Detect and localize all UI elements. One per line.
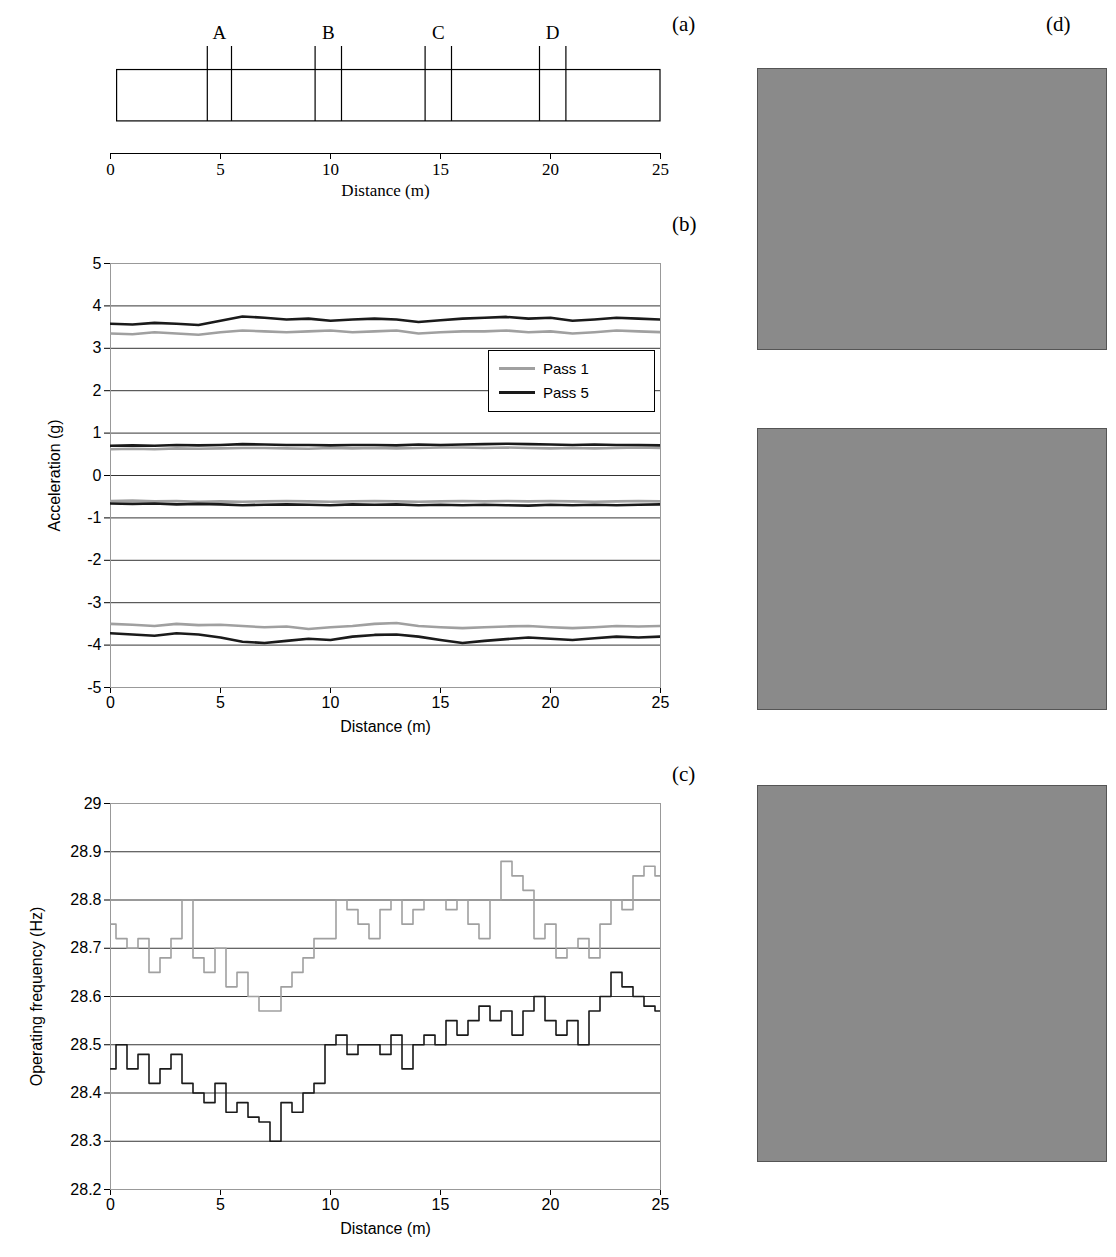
svg-text:-3: -3 [87, 594, 101, 611]
svg-text:5: 5 [216, 1196, 225, 1213]
svg-text:2: 2 [93, 382, 102, 399]
svg-text:3: 3 [93, 339, 102, 356]
svg-text:C: C [432, 22, 445, 43]
html-text:(d): (d) [1046, 12, 1071, 36]
svg-text:0: 0 [93, 467, 102, 484]
svg-text:Distance (m): Distance (m) [341, 181, 429, 200]
svg-text:28.7: 28.7 [70, 939, 101, 956]
svg-text:28.2: 28.2 [70, 1181, 101, 1198]
svg-text:29: 29 [84, 795, 102, 812]
svg-text:Distance (m): Distance (m) [340, 1220, 431, 1237]
svg-text:20: 20 [542, 160, 559, 179]
svg-text:-1: -1 [87, 509, 101, 526]
svg-text:4: 4 [93, 297, 102, 314]
svg-text:Distance (m): Distance (m) [340, 718, 431, 735]
svg-text:Acceleration (g): Acceleration (g) [46, 419, 63, 531]
svg-text:1: 1 [93, 424, 102, 441]
svg-text:25: 25 [652, 160, 669, 179]
svg-text:10: 10 [322, 160, 339, 179]
svg-text:D: D [546, 22, 560, 43]
svg-text:15: 15 [432, 160, 449, 179]
svg-text:15: 15 [432, 1196, 450, 1213]
svg-text:5: 5 [93, 255, 102, 272]
html-text:Pass 1: Pass 1 [543, 360, 589, 378]
svg-text:5: 5 [216, 694, 225, 711]
html-text:(b): (b) [672, 212, 697, 236]
svg-text:Operating frequency (Hz): Operating frequency (Hz) [28, 907, 45, 1087]
svg-text:0: 0 [106, 160, 115, 179]
svg-text:-2: -2 [87, 551, 101, 568]
svg-text:28.6: 28.6 [70, 988, 101, 1005]
html-text:Pass 5: Pass 5 [543, 384, 589, 402]
svg-text:28.3: 28.3 [70, 1132, 101, 1149]
html-text:(c): (c) [672, 762, 696, 786]
svg-text:28.9: 28.9 [70, 843, 101, 860]
svg-text:25: 25 [652, 694, 670, 711]
svg-text:15: 15 [432, 694, 450, 711]
svg-text:25: 25 [652, 1196, 670, 1213]
svg-text:28.5: 28.5 [70, 1036, 101, 1053]
svg-text:A: A [213, 22, 227, 43]
svg-text:-4: -4 [87, 636, 101, 653]
svg-text:5: 5 [216, 160, 225, 179]
svg-text:20: 20 [542, 694, 560, 711]
svg-text:20: 20 [542, 1196, 560, 1213]
svg-text:-5: -5 [87, 679, 101, 696]
svg-text:B: B [322, 22, 335, 43]
svg-text:0: 0 [106, 1196, 115, 1213]
svg-text:28.8: 28.8 [70, 891, 101, 908]
html-text:(a): (a) [672, 12, 696, 36]
svg-text:10: 10 [322, 1196, 340, 1213]
svg-text:28.4: 28.4 [70, 1084, 101, 1101]
svg-text:10: 10 [322, 694, 340, 711]
svg-text:0: 0 [106, 694, 115, 711]
